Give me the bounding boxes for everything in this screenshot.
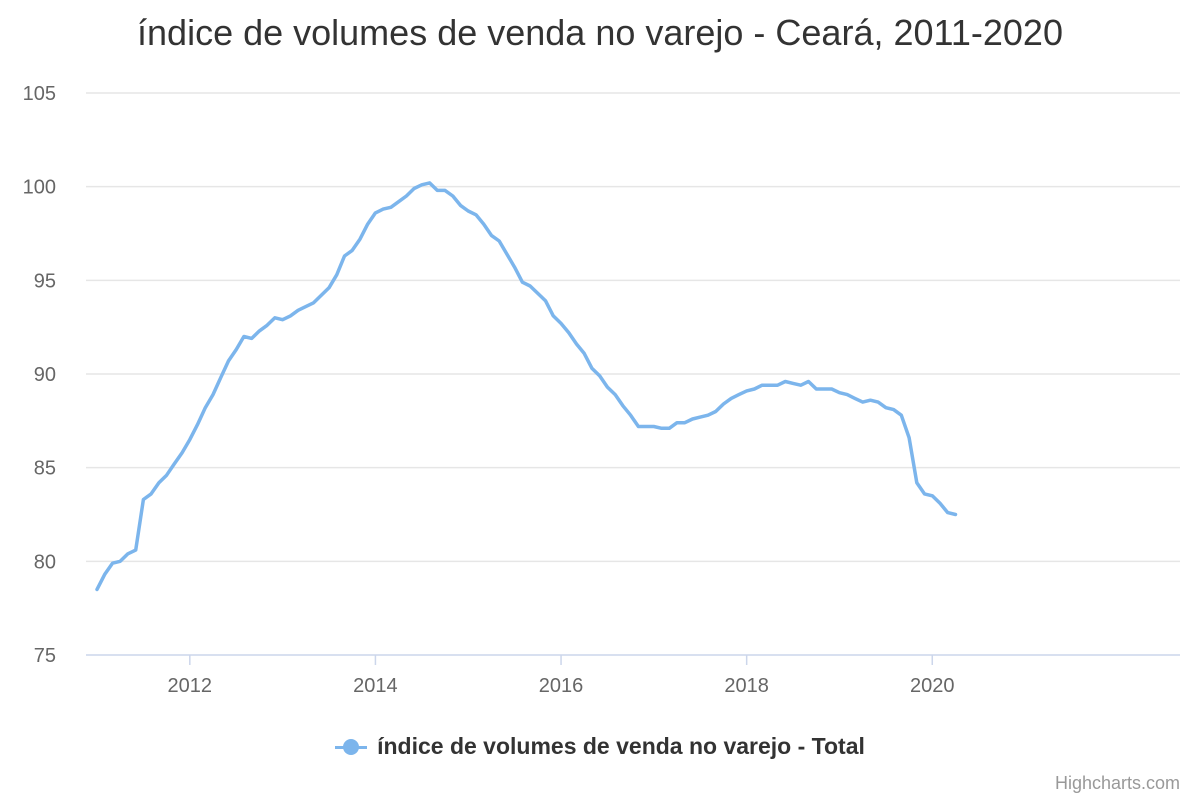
y-tick-label: 105	[23, 83, 56, 105]
y-axis-labels: 75 80 85 90 95 100 105	[23, 83, 56, 667]
y-tick-label: 95	[34, 270, 56, 292]
y-tick-label: 90	[34, 364, 56, 386]
x-tick-label: 2020	[910, 675, 955, 697]
y-tick-label: 75	[34, 645, 56, 667]
y-tick-label: 80	[34, 551, 56, 573]
x-tick-label: 2012	[168, 675, 213, 697]
legend-label: índice de volumes de venda no varejo - T…	[377, 733, 865, 759]
chart-title: índice de volumes de venda no varejo - C…	[137, 12, 1063, 53]
y-tick-label: 100	[23, 177, 56, 199]
x-axis: 2012 2014 2016 2018 2020	[86, 654, 1180, 697]
grid-lines	[86, 92, 1180, 563]
series-group	[95, 181, 958, 592]
legend[interactable]: índice de volumes de venda no varejo - T…	[0, 733, 1200, 760]
line-chart: 75 80 85 90 95 100 105 2012 2014 2016 2018 2020	[23, 83, 1180, 697]
x-tick-label: 2014	[353, 675, 398, 697]
x-tick-label: 2016	[539, 675, 584, 697]
y-tick-label: 85	[34, 458, 56, 480]
series-line[interactable]	[95, 181, 958, 592]
x-tick-label: 2018	[724, 675, 769, 697]
legend-line-marker-icon	[335, 737, 368, 757]
credits-link[interactable]: Highcharts.com	[1054, 773, 1180, 793]
